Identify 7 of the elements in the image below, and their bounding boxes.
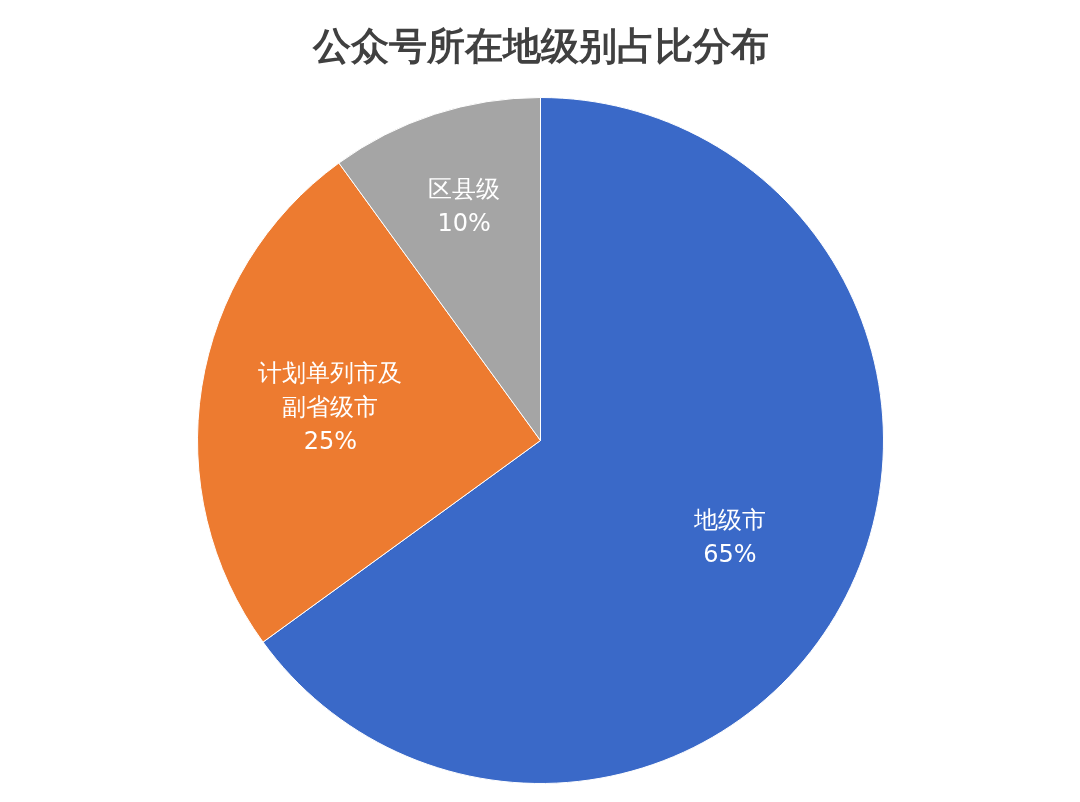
slice-label: 区县级 xyxy=(428,174,501,203)
data-label: 65% xyxy=(703,540,757,569)
slice-label: 地级市 xyxy=(692,506,766,535)
chart-title: 公众号所在地级别占比分布 xyxy=(311,23,769,68)
data-label: 25% xyxy=(303,427,358,456)
slice-label: 计划单列市及副省级市 xyxy=(258,359,403,422)
data-label: 10% xyxy=(437,208,491,237)
